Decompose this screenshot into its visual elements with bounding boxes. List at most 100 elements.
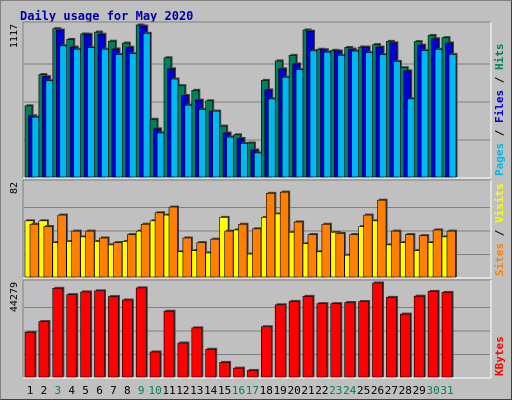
bar-kbytes-day-4 xyxy=(66,293,79,378)
bar-sites-day-27 xyxy=(391,229,402,278)
bar-kbytes-day-12 xyxy=(177,341,190,378)
bar-kbytes-day-14-face xyxy=(205,348,216,378)
bar-kbytes-day-29-face xyxy=(413,295,425,378)
bar-kbytes-day-18 xyxy=(260,325,273,378)
bar-sites-day-21-face xyxy=(307,234,317,278)
bar-pages-day-4-face xyxy=(73,48,81,178)
bar-sites-day-30 xyxy=(432,228,444,278)
bar-kbytes-day-28 xyxy=(399,312,412,378)
bar-kbytes-day-19-face xyxy=(274,304,286,378)
legend-separator: / xyxy=(493,123,506,143)
bar-sites-day-11-face xyxy=(168,206,178,278)
x-tick-day-20: 20 xyxy=(287,384,300,397)
bar-kbytes-day-16 xyxy=(233,366,245,378)
bar-pages-day-12-face xyxy=(184,104,193,178)
x-tick-day-28: 28 xyxy=(399,384,412,397)
bar-sites-day-29-face xyxy=(418,235,429,278)
bar-pages-day-31-face xyxy=(448,54,457,178)
legend-separator: / xyxy=(493,223,506,243)
x-tick-day-4: 4 xyxy=(68,384,75,397)
x-tick-day-16: 16 xyxy=(232,384,245,397)
bar-sites-day-19 xyxy=(279,190,291,278)
bar-pages-day-27-face xyxy=(393,61,401,178)
bar-sites-day-27-face xyxy=(391,230,401,278)
bar-pages-day-16-face xyxy=(240,143,248,178)
bar-sites-day-24 xyxy=(349,233,360,278)
x-tick-day-10: 10 xyxy=(148,384,161,397)
legend-0: Pages / Files / Hits xyxy=(493,44,506,177)
bar-sites-day-15-face xyxy=(224,230,234,278)
bar-sites-day-23 xyxy=(335,231,346,278)
bar-pages-day-28-face xyxy=(406,98,415,178)
bar-kbytes-day-6 xyxy=(94,289,106,378)
bar-sites-day-8-face xyxy=(127,234,137,278)
x-tick-day-30: 30 xyxy=(426,384,439,397)
bar-pages-day-14-face xyxy=(212,110,220,178)
x-tick-day-12: 12 xyxy=(176,384,189,397)
bar-pages-day-22-face xyxy=(323,51,332,178)
chart-title: Daily usage for May 2020 xyxy=(20,9,194,23)
bar-sites-day-16 xyxy=(238,222,249,278)
bar-sites-day-19-face xyxy=(279,191,290,278)
bar-kbytes-day-13 xyxy=(191,326,204,378)
bar-pages-day-31 xyxy=(448,52,458,178)
bar-pages-day-3-face xyxy=(59,45,68,178)
bar-sites-day-25-face xyxy=(363,214,373,278)
bar-kbytes-day-9-face xyxy=(135,287,147,378)
bar-pages-day-1-face xyxy=(31,116,40,178)
bar-pages-day-8-face xyxy=(129,53,137,178)
bar-kbytes-day-16-face xyxy=(233,367,244,378)
x-tick-day-8: 8 xyxy=(124,384,131,397)
bar-kbytes-day-24 xyxy=(344,301,357,378)
bar-sites-day-23-face xyxy=(335,233,345,278)
bar-pages-day-9-face xyxy=(142,33,151,178)
bar-pages-day-5-face xyxy=(87,47,95,178)
bar-sites-day-8 xyxy=(127,233,138,278)
legend-files: Files xyxy=(493,90,506,123)
legend-sites: Sites xyxy=(493,243,506,276)
bar-kbytes-day-27-face xyxy=(386,297,397,378)
bar-sites-day-5 xyxy=(85,229,96,278)
legend-kbytes: KBytes xyxy=(493,336,506,376)
bar-kbytes-day-15 xyxy=(219,360,232,378)
bar-kbytes-day-1 xyxy=(24,330,37,378)
x-tick-day-7: 7 xyxy=(110,384,117,397)
bar-sites-day-10 xyxy=(154,211,166,278)
bar-kbytes-day-8 xyxy=(122,298,134,378)
bar-kbytes-day-27 xyxy=(386,295,398,378)
bar-sites-day-11 xyxy=(168,205,179,278)
bar-kbytes-day-5 xyxy=(80,290,93,378)
bar-kbytes-day-19 xyxy=(274,303,287,378)
bar-kbytes-day-29 xyxy=(413,294,426,378)
bar-kbytes-day-21 xyxy=(302,294,315,378)
x-tick-day-17: 17 xyxy=(246,384,259,397)
x-tick-day-22: 22 xyxy=(315,384,328,397)
bar-kbytes-day-4-face xyxy=(66,294,77,378)
bar-sites-day-3 xyxy=(57,213,68,278)
bar-kbytes-day-6-face xyxy=(94,290,105,378)
x-tick-day-29: 29 xyxy=(413,384,426,397)
bar-kbytes-day-18-face xyxy=(260,326,272,378)
bar-sites-day-17 xyxy=(252,227,263,278)
bar-sites-day-16-face xyxy=(238,223,248,278)
bar-kbytes-day-8-face xyxy=(122,299,133,378)
x-tick-day-24: 24 xyxy=(343,384,357,397)
bar-sites-day-25 xyxy=(363,213,374,278)
bar-kbytes-day-10 xyxy=(149,350,162,378)
bar-pages-day-18-face xyxy=(267,98,276,178)
x-tick-day-26: 26 xyxy=(371,384,384,397)
bar-sites-day-26 xyxy=(377,198,388,278)
bar-pages-day-20-face xyxy=(295,69,304,178)
bar-kbytes-day-30 xyxy=(427,289,440,378)
bar-kbytes-day-31-face xyxy=(441,292,453,378)
bar-kbytes-day-12-face xyxy=(177,342,189,378)
y-max-label-1: 82 xyxy=(9,182,20,194)
bar-sites-day-1-face xyxy=(29,223,39,278)
bar-pages-day-15-face xyxy=(226,136,234,178)
bar-pages-day-7-face xyxy=(115,54,123,178)
bar-pages-day-26-face xyxy=(379,54,387,178)
bar-sites-day-22-face xyxy=(321,223,331,278)
x-tick-day-25: 25 xyxy=(357,384,370,397)
x-tick-day-14: 14 xyxy=(204,384,218,397)
bar-pages-day-2-face xyxy=(45,80,54,178)
